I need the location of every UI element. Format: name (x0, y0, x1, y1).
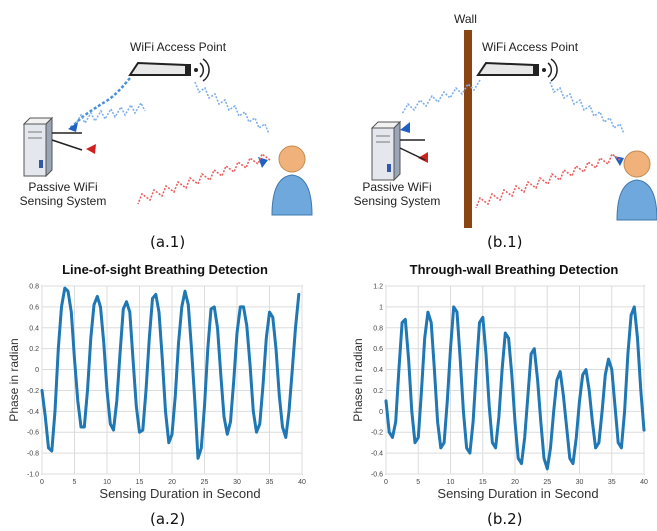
server-antenna-b1-2 (399, 147, 426, 161)
arrow-head-blue-b1 (400, 122, 410, 133)
chart-a2-ytick-label: 0.4 (29, 325, 39, 332)
person-icon (271, 145, 313, 216)
chart-b2-xtick-label: 15 (479, 479, 487, 486)
person-icon (616, 150, 657, 221)
chart-b2-xlabel: Sensing Duration in Second (437, 486, 599, 501)
chart-b2-xtick-label: 5 (416, 479, 420, 486)
router-icon (476, 58, 558, 82)
chart-a2-ytick-label: -0.8 (27, 451, 39, 458)
chart-a2-ytick-label: 0.2 (29, 346, 39, 353)
sensor-label-a1: Passive WiFi Sensing System (18, 180, 108, 208)
chart-b2-xtick-label: 35 (608, 479, 616, 486)
chart-a2-title: Line-of-sight Breathing Detection (62, 262, 268, 277)
chart-a2-xtick-label: 15 (136, 479, 144, 486)
arrow-head-blue-a1 (68, 122, 78, 132)
chart-a2: 0 5 10 15 20 25 30 35 40 0.8 0.6 0.4 0.2 0 -0.2 -0.4 -0.… (7, 284, 306, 487)
chart-b2-xtick-label: 40 (640, 479, 648, 486)
sensor-label-b1-line2: Sensing System (353, 194, 441, 208)
chart-b2-ytick-label: 0.2 (373, 388, 383, 395)
access-point-label-b1: WiFi Access Point (482, 40, 579, 54)
chart-b2-ytick-label: 0 (379, 409, 383, 416)
caption-a1: (a.1) (150, 233, 186, 251)
server-icon (22, 116, 54, 178)
chart-a2-xlabel: Sensing Duration in Second (99, 486, 261, 501)
signal-ap-to-sensor-a1 (69, 77, 131, 130)
chart-a2-ytick-label: 0.6 (29, 304, 39, 311)
access-point-label-a1: WiFi Access Point (130, 40, 227, 54)
chart-a2-xtick-label: 0 (40, 479, 44, 486)
chart-a2-ytick-label: 0 (35, 367, 39, 374)
chart-b2-ytick-label: 0.8 (373, 325, 383, 332)
router-icon (128, 58, 210, 82)
wall-icon (464, 30, 472, 228)
chart-a2-ylabel: Phase in radian (7, 338, 21, 421)
sensor-label-b1: Passive WiFi Sensing System (352, 180, 442, 208)
diagram-a1 (22, 58, 313, 216)
chart-a2-xtick-label: 40 (298, 479, 306, 486)
chart-a2-ytick-label: -1.0 (27, 472, 39, 479)
chart-b2-ytick-label: -0.4 (371, 451, 383, 458)
chart-a2-series-line (40, 286, 301, 460)
chart-b2-series-line (384, 305, 646, 471)
chart-b2-ytick-label: -0.2 (371, 430, 383, 437)
server-icon (370, 120, 402, 182)
chart-a2-ytick-label: -0.6 (27, 430, 39, 437)
caption-b2: (b.2) (487, 510, 523, 528)
sensor-label-b1-line1: Passive WiFi (362, 180, 432, 194)
wall-label: Wall (454, 12, 477, 26)
chart-a2-xtick-label: 30 (233, 479, 241, 486)
chart-b2-xtick-label: 30 (576, 479, 584, 486)
chart-b2-ytick-label: 1.2 (373, 284, 383, 291)
chart-b2-ytick-label: 1 (379, 304, 383, 311)
caption-a2: (a.2) (150, 510, 186, 528)
arrow-head-red-a1 (86, 144, 96, 154)
chart-a2-xtick-label: 5 (73, 479, 77, 486)
chart-b2-ytick-label: -0.6 (371, 472, 383, 479)
arrow-head-blue-person-b1 (614, 156, 624, 166)
chart-b2-title: Through-wall Breathing Detection (409, 262, 619, 277)
chart-a2-xtick-label: 20 (168, 479, 176, 486)
server-antenna-a1-2 (51, 139, 83, 151)
chart-a2-xtick-label: 10 (103, 479, 111, 486)
chart-b2-ytick-label: 0.6 (373, 346, 383, 353)
signal-ap-to-person-b1 (549, 81, 625, 135)
signal-ap-to-person-a1 (194, 81, 270, 135)
chart-b2-xtick-label: 0 (384, 479, 388, 486)
diagram-b1 (370, 30, 657, 228)
chart-a2-ytick-label: -0.2 (27, 388, 39, 395)
signal-ap-to-sensor-b1 (401, 79, 481, 115)
arrow-head-red-b1 (418, 152, 428, 163)
chart-b2-ytick-label: 0.4 (373, 367, 383, 374)
chart-a2-xtick-label: 25 (201, 479, 209, 486)
chart-b2: 0 5 10 15 20 25 30 35 40 1.2 1 0.8 0.6 0.4 0.2 0 -0.2 -0.… (351, 284, 648, 487)
signal-wave-a1-top (74, 101, 146, 126)
chart-b2-xtick-label: 10 (447, 479, 455, 486)
caption-b1: (b.1) (487, 233, 523, 251)
sensor-label-a1-line1: Passive WiFi (28, 180, 98, 194)
signal-person-to-sensor-a1 (137, 152, 271, 205)
chart-a2-xtick-label: 35 (266, 479, 274, 486)
chart-a2-ytick-label: 0.8 (29, 284, 39, 291)
chart-b2-xtick-label: 25 (543, 479, 551, 486)
chart-b2-xtick-label: 20 (511, 479, 519, 486)
sensor-label-a1-line2: Sensing System (19, 194, 107, 208)
signal-person-to-sensor-b1 (475, 152, 621, 209)
chart-b2-ylabel: Phase in radian (351, 338, 365, 421)
chart-a2-ytick-label: -0.4 (27, 409, 39, 416)
